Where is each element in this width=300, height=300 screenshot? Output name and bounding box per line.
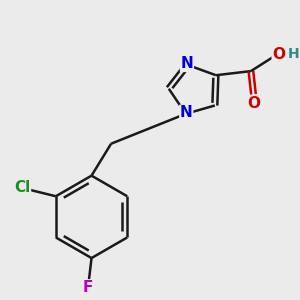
Text: N: N <box>180 105 193 120</box>
Text: O: O <box>247 96 260 111</box>
Text: O: O <box>272 47 285 62</box>
Text: N: N <box>181 56 193 71</box>
Text: F: F <box>83 280 93 295</box>
Text: H: H <box>287 47 299 61</box>
Text: Cl: Cl <box>14 180 31 195</box>
